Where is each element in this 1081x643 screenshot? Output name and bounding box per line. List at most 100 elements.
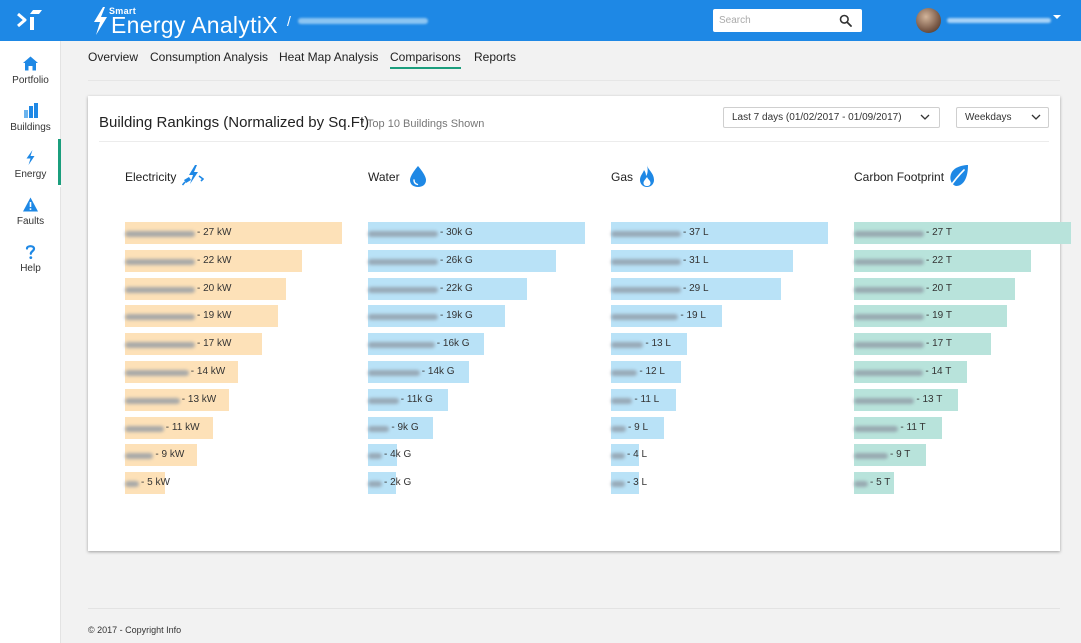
ranking-row[interactable]: - 12 L (611, 361, 828, 383)
avatar[interactable] (916, 8, 941, 33)
ranking-row[interactable]: - 16k G (368, 333, 585, 356)
sidebar-item-energy[interactable]: Energy (0, 139, 61, 187)
building-name-redacted (368, 258, 438, 265)
brand-mark-icon[interactable] (16, 7, 44, 33)
search-icon[interactable] (839, 14, 852, 27)
building-rankings-card: Building Rankings (Normalized by Sq.Ft) … (88, 96, 1071, 551)
ranking-value-label: - 30k G (440, 227, 473, 238)
date-range-select[interactable]: Last 7 days (01/02/2017 - 01/09/2017) (723, 107, 940, 128)
tab-heat-map-analysis[interactable]: Heat Map Analysis (279, 50, 379, 64)
ranking-bar (611, 222, 828, 244)
building-name-redacted (854, 481, 868, 488)
ranking-row[interactable]: - 11 T (854, 416, 1071, 439)
ranking-row[interactable]: - 9 L (611, 416, 828, 439)
electricity-ranking-chart: Electricity - 27 kW - 22 kW - 20 kW - 19 kW… (125, 164, 345, 504)
ranking-row[interactable]: - 20 kW (125, 277, 342, 300)
building-name-redacted (611, 342, 644, 349)
chevron-down-icon (1031, 114, 1041, 120)
ranking-row[interactable]: - 11k G (368, 388, 585, 411)
building-name-redacted (368, 397, 399, 404)
ranking-row[interactable]: - 5 T (854, 472, 1071, 495)
sidebar-item-label: Help (20, 263, 41, 274)
tab-comparisons[interactable]: Comparisons (390, 50, 461, 69)
ranking-value-label: - 22 kW (197, 254, 232, 266)
ranking-row[interactable]: - 13 L (611, 333, 828, 356)
ranking-row[interactable]: - 17 kW (125, 333, 342, 356)
ranking-row[interactable]: - 9k G (368, 416, 585, 439)
ranking-value-label: - 27 T (926, 227, 952, 238)
search-input[interactable] (719, 12, 837, 29)
building-name-redacted (368, 370, 420, 376)
search-box[interactable] (713, 9, 862, 32)
ranking-bar (854, 249, 1031, 272)
ranking-value-label: - 17 kW (197, 338, 232, 350)
ranking-value-label: - 19 T (926, 310, 952, 322)
tab-overview[interactable]: Overview (88, 50, 139, 64)
flame-icon (640, 165, 654, 187)
ranking-row[interactable]: - 9 kW (125, 444, 342, 467)
tab-reports[interactable]: Reports (474, 50, 517, 64)
building-name-redacted (611, 425, 626, 432)
ranking-row[interactable]: - 19k G (368, 305, 585, 328)
building-name-redacted (854, 286, 924, 293)
ranking-row[interactable]: - 2k G (368, 472, 585, 495)
ranking-row[interactable]: - 11 L (611, 388, 828, 411)
ranking-row[interactable]: - 9 T (854, 444, 1071, 467)
ranking-row[interactable]: - 13 kW (125, 388, 342, 411)
ranking-bar (125, 472, 165, 495)
ranking-value-label: - 29 L (683, 282, 709, 294)
day-filter-select[interactable]: Weekdays (956, 107, 1049, 128)
ranking-value-label: - 17 T (926, 338, 952, 350)
ranking-value-label: - 9k G (391, 421, 419, 433)
ranking-row[interactable]: - 14 T (854, 361, 1071, 383)
ranking-value-label: - 22k G (440, 282, 473, 294)
ranking-bar (368, 222, 585, 244)
sidebar: Portfolio Buildings Energy Faults Help (0, 41, 61, 643)
sidebar-item-buildings[interactable]: Buildings (0, 94, 61, 140)
ranking-row[interactable]: - 5 kW (125, 472, 342, 495)
sidebar-item-help[interactable]: Help (0, 235, 61, 281)
ranking-row[interactable]: - 13 T (854, 388, 1071, 411)
building-name-redacted (368, 231, 438, 237)
ranking-row[interactable]: - 4 L (611, 444, 828, 467)
plug-bolt-icon (182, 165, 204, 186)
sidebar-item-faults[interactable]: Faults (0, 188, 61, 234)
water-drop-icon (410, 166, 426, 187)
ranking-row[interactable]: - 19 kW (125, 305, 342, 328)
carbon-footprint-ranking-chart: Carbon Footprint - 27 T - 22 T - 20 T - 19 … (854, 164, 1074, 504)
ranking-row[interactable]: - 27 kW (125, 222, 342, 244)
ranking-row[interactable]: - 20 T (854, 277, 1071, 300)
ranking-row[interactable]: - 3 L (611, 472, 828, 495)
ranking-row[interactable]: - 26k G (368, 249, 585, 272)
ranking-row[interactable]: - 29 L (611, 277, 828, 300)
building-name-redacted (368, 342, 435, 349)
ranking-row[interactable]: - 14k G (368, 361, 585, 383)
tab-consumption-analysis[interactable]: Consumption Analysis (150, 50, 269, 64)
building-name-redacted (854, 425, 899, 432)
ranking-row[interactable]: - 22 T (854, 249, 1071, 272)
ranking-row[interactable]: - 14 kW (125, 361, 342, 383)
user-menu-chevron-down-icon[interactable] (1053, 15, 1061, 19)
ranking-bar (854, 277, 1015, 300)
ranking-value-label: - 11k G (400, 393, 433, 405)
ranking-row[interactable]: - 22k G (368, 277, 585, 300)
ranking-row[interactable]: - 19 T (854, 305, 1071, 328)
breadcrumb-redacted[interactable] (298, 18, 428, 24)
ranking-row[interactable]: - 19 L (611, 305, 828, 328)
ranking-row[interactable]: - 31 L (611, 249, 828, 272)
bolt-icon (26, 150, 35, 165)
ranking-row[interactable]: - 11 kW (125, 416, 342, 439)
ranking-row[interactable]: - 17 T (854, 333, 1071, 356)
ranking-row[interactable]: - 37 L (611, 222, 828, 244)
building-name-redacted (611, 231, 681, 237)
ranking-row[interactable]: - 27 T (854, 222, 1071, 244)
ranking-bar (368, 416, 433, 439)
user-name-redacted[interactable] (947, 18, 1051, 23)
ranking-bar (611, 472, 639, 495)
ranking-row[interactable]: - 4k G (368, 444, 585, 467)
ranking-bar (368, 444, 397, 467)
sidebar-item-portfolio[interactable]: Portfolio (0, 47, 61, 93)
ranking-value-label: - 4 L (627, 449, 648, 461)
ranking-row[interactable]: - 30k G (368, 222, 585, 244)
ranking-row[interactable]: - 22 kW (125, 249, 342, 272)
